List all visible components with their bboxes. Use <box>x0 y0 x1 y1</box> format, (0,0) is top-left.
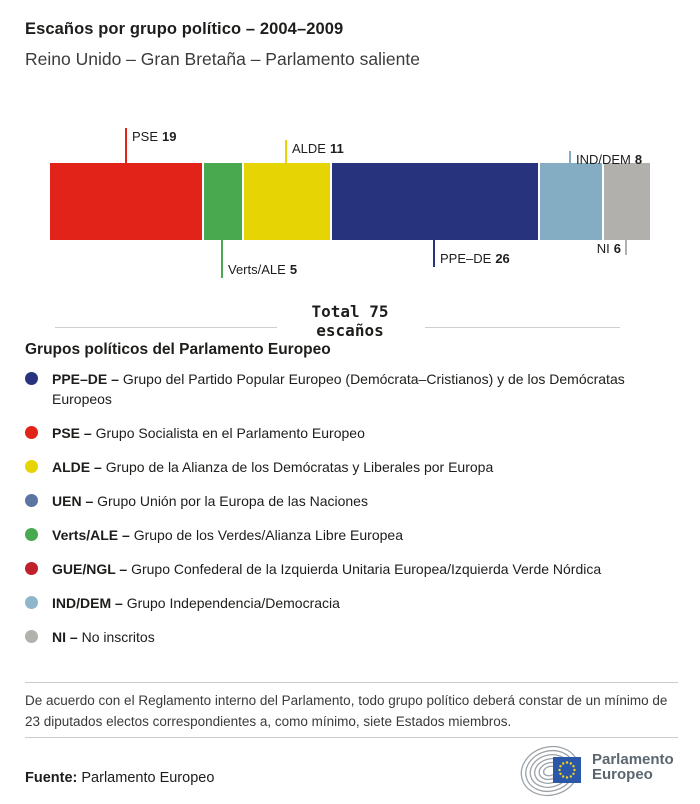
bar-segment-ind-dem <box>538 163 602 240</box>
legend-dot-verts-ale <box>25 528 38 541</box>
legend-item-label: GUE/NGL – Grupo Confederal de la Izquier… <box>52 561 602 577</box>
legend-item-label: PPE–DE – Grupo del Partido Popular Europ… <box>52 371 625 407</box>
legend-item-pse: PSE – Grupo Socialista en el Parlamento … <box>25 423 680 443</box>
legend-heading: Grupos políticos del Parlamento Europeo <box>25 341 331 358</box>
legend-dot-alde <box>25 460 38 473</box>
legend-dot-pse <box>25 426 38 439</box>
legend-item-gue-ngl: GUE/NGL – Grupo Confederal de la Izquier… <box>25 559 680 579</box>
bar-segment-ni <box>602 163 650 240</box>
footer-divider-top <box>25 682 678 683</box>
callout-tick-alde <box>285 140 287 163</box>
bar-segment-ppe-de <box>330 163 538 240</box>
legend-dot-ppe-de <box>25 372 38 385</box>
callout-tick-verts-ale <box>221 240 223 278</box>
callout-label-pse: PSE 19 <box>132 129 177 144</box>
legend-list: PPE–DE – Grupo del Partido Popular Europ… <box>25 369 680 661</box>
logo-wordmark-line1: Parlamento <box>592 751 674 768</box>
stacked-bar <box>50 163 650 240</box>
legend-dot-ni <box>25 630 38 643</box>
logo-wordmark: Parlamento Europeo <box>592 752 674 782</box>
source-line: Fuente: Parlamento Europeo <box>25 770 214 786</box>
page-subtitle: Reino Unido – Gran Bretaña – Parlamento … <box>25 49 420 69</box>
source-value: Parlamento Europeo <box>81 770 215 786</box>
callout-label-ni: NI 6 <box>596 241 621 256</box>
eu-flag-icon <box>553 757 581 783</box>
legend-item-verts-ale: Verts/ALE – Grupo de los Verdes/Alianza … <box>25 525 680 545</box>
hemicycle-icon <box>520 745 581 797</box>
legend-item-label: IND/DEM – Grupo Independencia/Democracia <box>52 595 340 611</box>
callout-tick-ind-dem <box>569 151 571 163</box>
legend-item-label: NI – No inscritos <box>52 629 155 645</box>
callout-label-verts-ale: Verts/ALE 5 <box>228 262 298 277</box>
legend-dot-uen <box>25 494 38 507</box>
eu-flag-stars <box>558 761 576 779</box>
european-parliament-logo: Parlamento Europeo <box>520 741 698 799</box>
legend-dot-ind-dem <box>25 596 38 609</box>
footer-divider-bottom <box>25 737 678 738</box>
legend-item-label: Verts/ALE – Grupo de los Verdes/Alianza … <box>52 527 403 543</box>
legend-item-ni: NI – No inscritos <box>25 627 680 647</box>
bar-segment-verts-ale <box>202 163 242 240</box>
source-label: Fuente: <box>25 770 78 786</box>
bar-segment-pse <box>50 163 202 240</box>
page-title: Escaños por grupo político – 2004–2009 <box>25 20 344 38</box>
total-seats-unit: escaños <box>316 321 384 340</box>
legend-dot-gue-ngl <box>25 562 38 575</box>
legend-item-label: UEN – Grupo Unión por la Europa de las N… <box>52 493 368 509</box>
logo-wordmark-line2: Europeo <box>592 766 653 783</box>
legend-item-uen: UEN – Grupo Unión por la Europa de las N… <box>25 491 680 511</box>
total-divider-left <box>55 327 277 328</box>
footnote: De acuerdo con el Reglamento interno del… <box>25 693 668 729</box>
callout-tick-pse <box>125 128 127 163</box>
callout-label-ppe-de: PPE–DE 26 <box>440 251 510 266</box>
legend-item-ind-dem: IND/DEM – Grupo Independencia/Democracia <box>25 593 680 613</box>
callout-tick-ni <box>625 240 627 255</box>
legend-item-label: PSE – Grupo Socialista en el Parlamento … <box>52 425 365 441</box>
callout-label-alde: ALDE 11 <box>292 141 344 156</box>
callout-label-ind-dem: IND/DEM 8 <box>576 152 643 167</box>
callout-tick-ppe-de <box>433 240 435 267</box>
total-seats: Total 75 escaños <box>0 302 700 340</box>
bar-segment-alde <box>242 163 330 240</box>
legend-item-label: ALDE – Grupo de la Alianza de los Demócr… <box>52 459 494 475</box>
total-seats-value: Total 75 <box>311 302 389 321</box>
legend-item-ppe-de: PPE–DE – Grupo del Partido Popular Europ… <box>25 369 680 409</box>
legend-item-alde: ALDE – Grupo de la Alianza de los Demócr… <box>25 457 680 477</box>
total-divider-right <box>425 327 620 328</box>
